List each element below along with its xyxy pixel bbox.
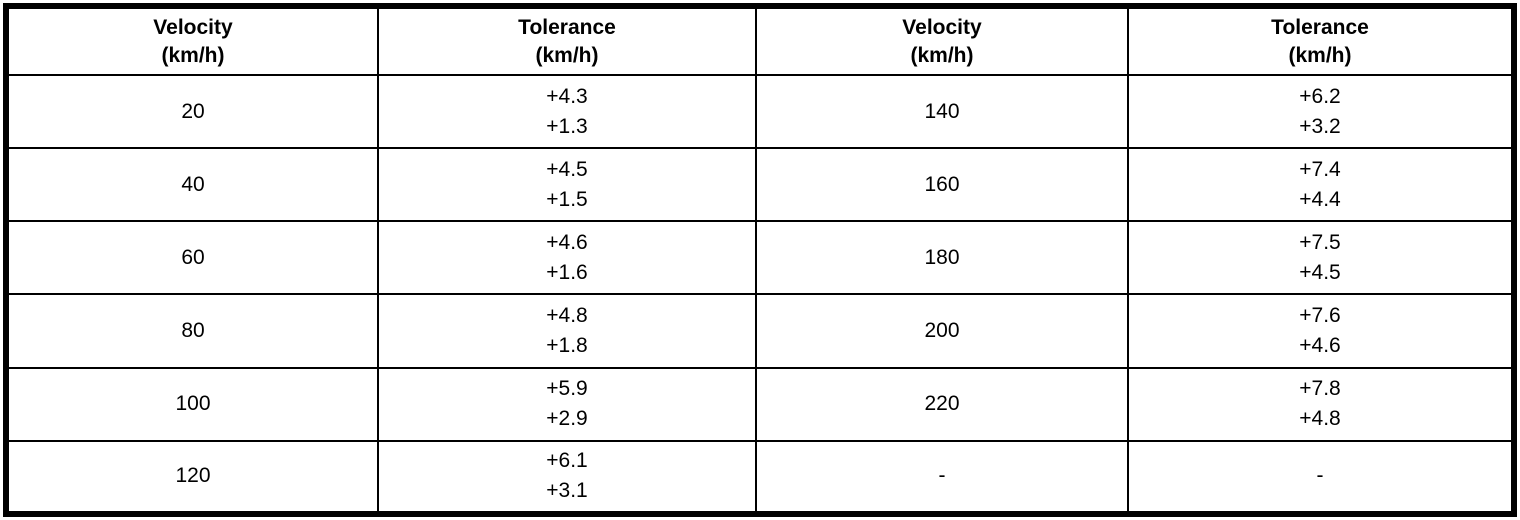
header-unit: (km/h) (910, 43, 974, 67)
table-row: 20 +4.3 +1.3 140 +6.2 +3.2 (5, 73, 1515, 150)
col-header-velocity-right: Velocity (km/h) (755, 5, 1129, 76)
table-row: 100 +5.9 +2.9 220 +7.8 +4.8 (5, 366, 1515, 442)
header-title: Velocity (902, 15, 982, 39)
col-header-tolerance-right: Tolerance (km/h) (1127, 5, 1515, 76)
cell-velocity-right: 140 (755, 73, 1129, 150)
col-header-tolerance-left: Tolerance (km/h) (377, 5, 757, 76)
cell-velocity-right: 180 (755, 220, 1129, 296)
cell-tolerance-right: +7.8 +4.8 (1127, 366, 1515, 442)
cell-tolerance-right: - (1127, 439, 1515, 516)
cell-velocity-left: 20 (5, 73, 379, 150)
table-row: 60 +4.6 +1.6 180 +7.5 +4.5 (5, 220, 1515, 296)
cell-tolerance-right: +7.5 +4.5 (1127, 220, 1515, 296)
cell-velocity-left: 100 (5, 366, 379, 442)
cell-velocity-right: 200 (755, 293, 1129, 369)
cell-velocity-left: 80 (5, 293, 379, 369)
cell-velocity-right: 220 (755, 366, 1129, 442)
header-unit: (km/h) (1288, 43, 1352, 67)
cell-velocity-right: 160 (755, 147, 1129, 223)
table-row: 120 +6.1 +3.1 - - (5, 439, 1515, 516)
header-unit: (km/h) (161, 43, 225, 67)
cell-tolerance-left: +6.1 +3.1 (377, 439, 757, 516)
cell-tolerance-right: +7.4 +4.4 (1127, 147, 1515, 223)
header-title: Tolerance (1271, 15, 1369, 39)
cell-velocity-left: 40 (5, 147, 379, 223)
header-row: Velocity (km/h) Tolerance (km/h) Velocit… (5, 5, 1515, 76)
header-unit: (km/h) (535, 43, 599, 67)
cell-tolerance-left: +5.9 +2.9 (377, 366, 757, 442)
cell-tolerance-left: +4.6 +1.6 (377, 220, 757, 296)
cell-tolerance-left: +4.3 +1.3 (377, 73, 757, 150)
cell-velocity-left: 60 (5, 220, 379, 296)
cell-tolerance-right: +6.2 +3.2 (1127, 73, 1515, 150)
cell-tolerance-left: +4.5 +1.5 (377, 147, 757, 223)
cell-tolerance-left: +4.8 +1.8 (377, 293, 757, 369)
cell-tolerance-right: +7.6 +4.6 (1127, 293, 1515, 369)
table-row: 80 +4.8 +1.8 200 +7.6 +4.6 (5, 293, 1515, 369)
col-header-velocity-left: Velocity (km/h) (5, 5, 379, 76)
header-title: Tolerance (518, 15, 616, 39)
velocity-tolerance-table: Velocity (km/h) Tolerance (km/h) Velocit… (3, 3, 1517, 517)
cell-velocity-right: - (755, 439, 1129, 516)
cell-velocity-left: 120 (5, 439, 379, 516)
table-row: 40 +4.5 +1.5 160 +7.4 +4.4 (5, 147, 1515, 223)
header-title: Velocity (153, 15, 233, 39)
